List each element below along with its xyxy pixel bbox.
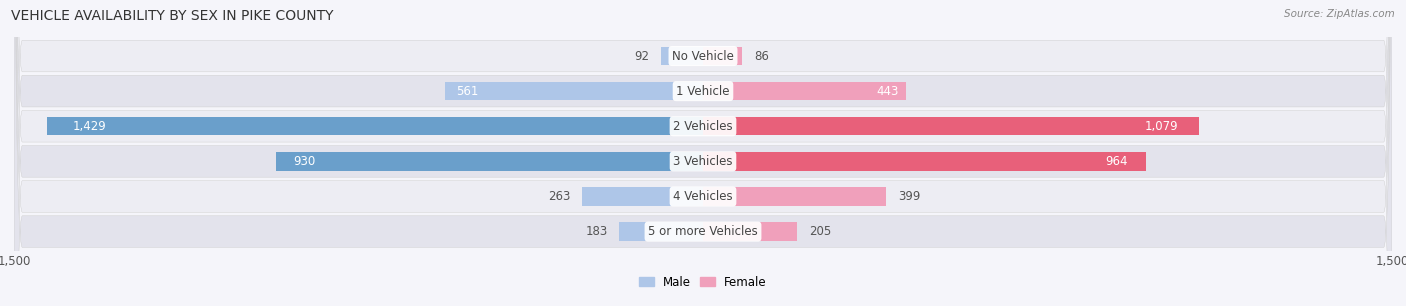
Bar [703, 187, 886, 206]
Text: 1 Vehicle: 1 Vehicle [676, 85, 730, 98]
Bar [619, 222, 703, 241]
Text: 1,079: 1,079 [1144, 120, 1178, 133]
Text: 1,429: 1,429 [73, 120, 107, 133]
Bar [703, 82, 907, 100]
Bar [703, 222, 797, 241]
Bar [582, 187, 703, 206]
FancyBboxPatch shape [14, 0, 1392, 306]
Text: 183: 183 [585, 225, 607, 238]
Text: 86: 86 [754, 50, 769, 62]
Text: 443: 443 [876, 85, 898, 98]
Text: 930: 930 [292, 155, 315, 168]
Bar [661, 47, 703, 65]
FancyBboxPatch shape [14, 0, 1392, 306]
Bar [703, 152, 1146, 170]
Text: 3 Vehicles: 3 Vehicles [673, 155, 733, 168]
Text: 399: 399 [898, 190, 920, 203]
Bar [46, 117, 703, 135]
Text: 561: 561 [456, 85, 478, 98]
Text: 205: 205 [808, 225, 831, 238]
Bar [703, 117, 1198, 135]
FancyBboxPatch shape [14, 0, 1392, 306]
Text: VEHICLE AVAILABILITY BY SEX IN PIKE COUNTY: VEHICLE AVAILABILITY BY SEX IN PIKE COUN… [11, 9, 333, 23]
FancyBboxPatch shape [14, 0, 1392, 306]
Text: Source: ZipAtlas.com: Source: ZipAtlas.com [1284, 9, 1395, 19]
Text: No Vehicle: No Vehicle [672, 50, 734, 62]
Bar [276, 152, 703, 170]
Text: 263: 263 [548, 190, 571, 203]
Text: 4 Vehicles: 4 Vehicles [673, 190, 733, 203]
Text: 92: 92 [634, 50, 650, 62]
Text: 964: 964 [1105, 155, 1128, 168]
Bar [446, 82, 703, 100]
FancyBboxPatch shape [14, 0, 1392, 306]
FancyBboxPatch shape [14, 0, 1392, 306]
Text: 2 Vehicles: 2 Vehicles [673, 120, 733, 133]
Legend: Male, Female: Male, Female [636, 272, 770, 292]
Bar [703, 47, 742, 65]
Text: 5 or more Vehicles: 5 or more Vehicles [648, 225, 758, 238]
